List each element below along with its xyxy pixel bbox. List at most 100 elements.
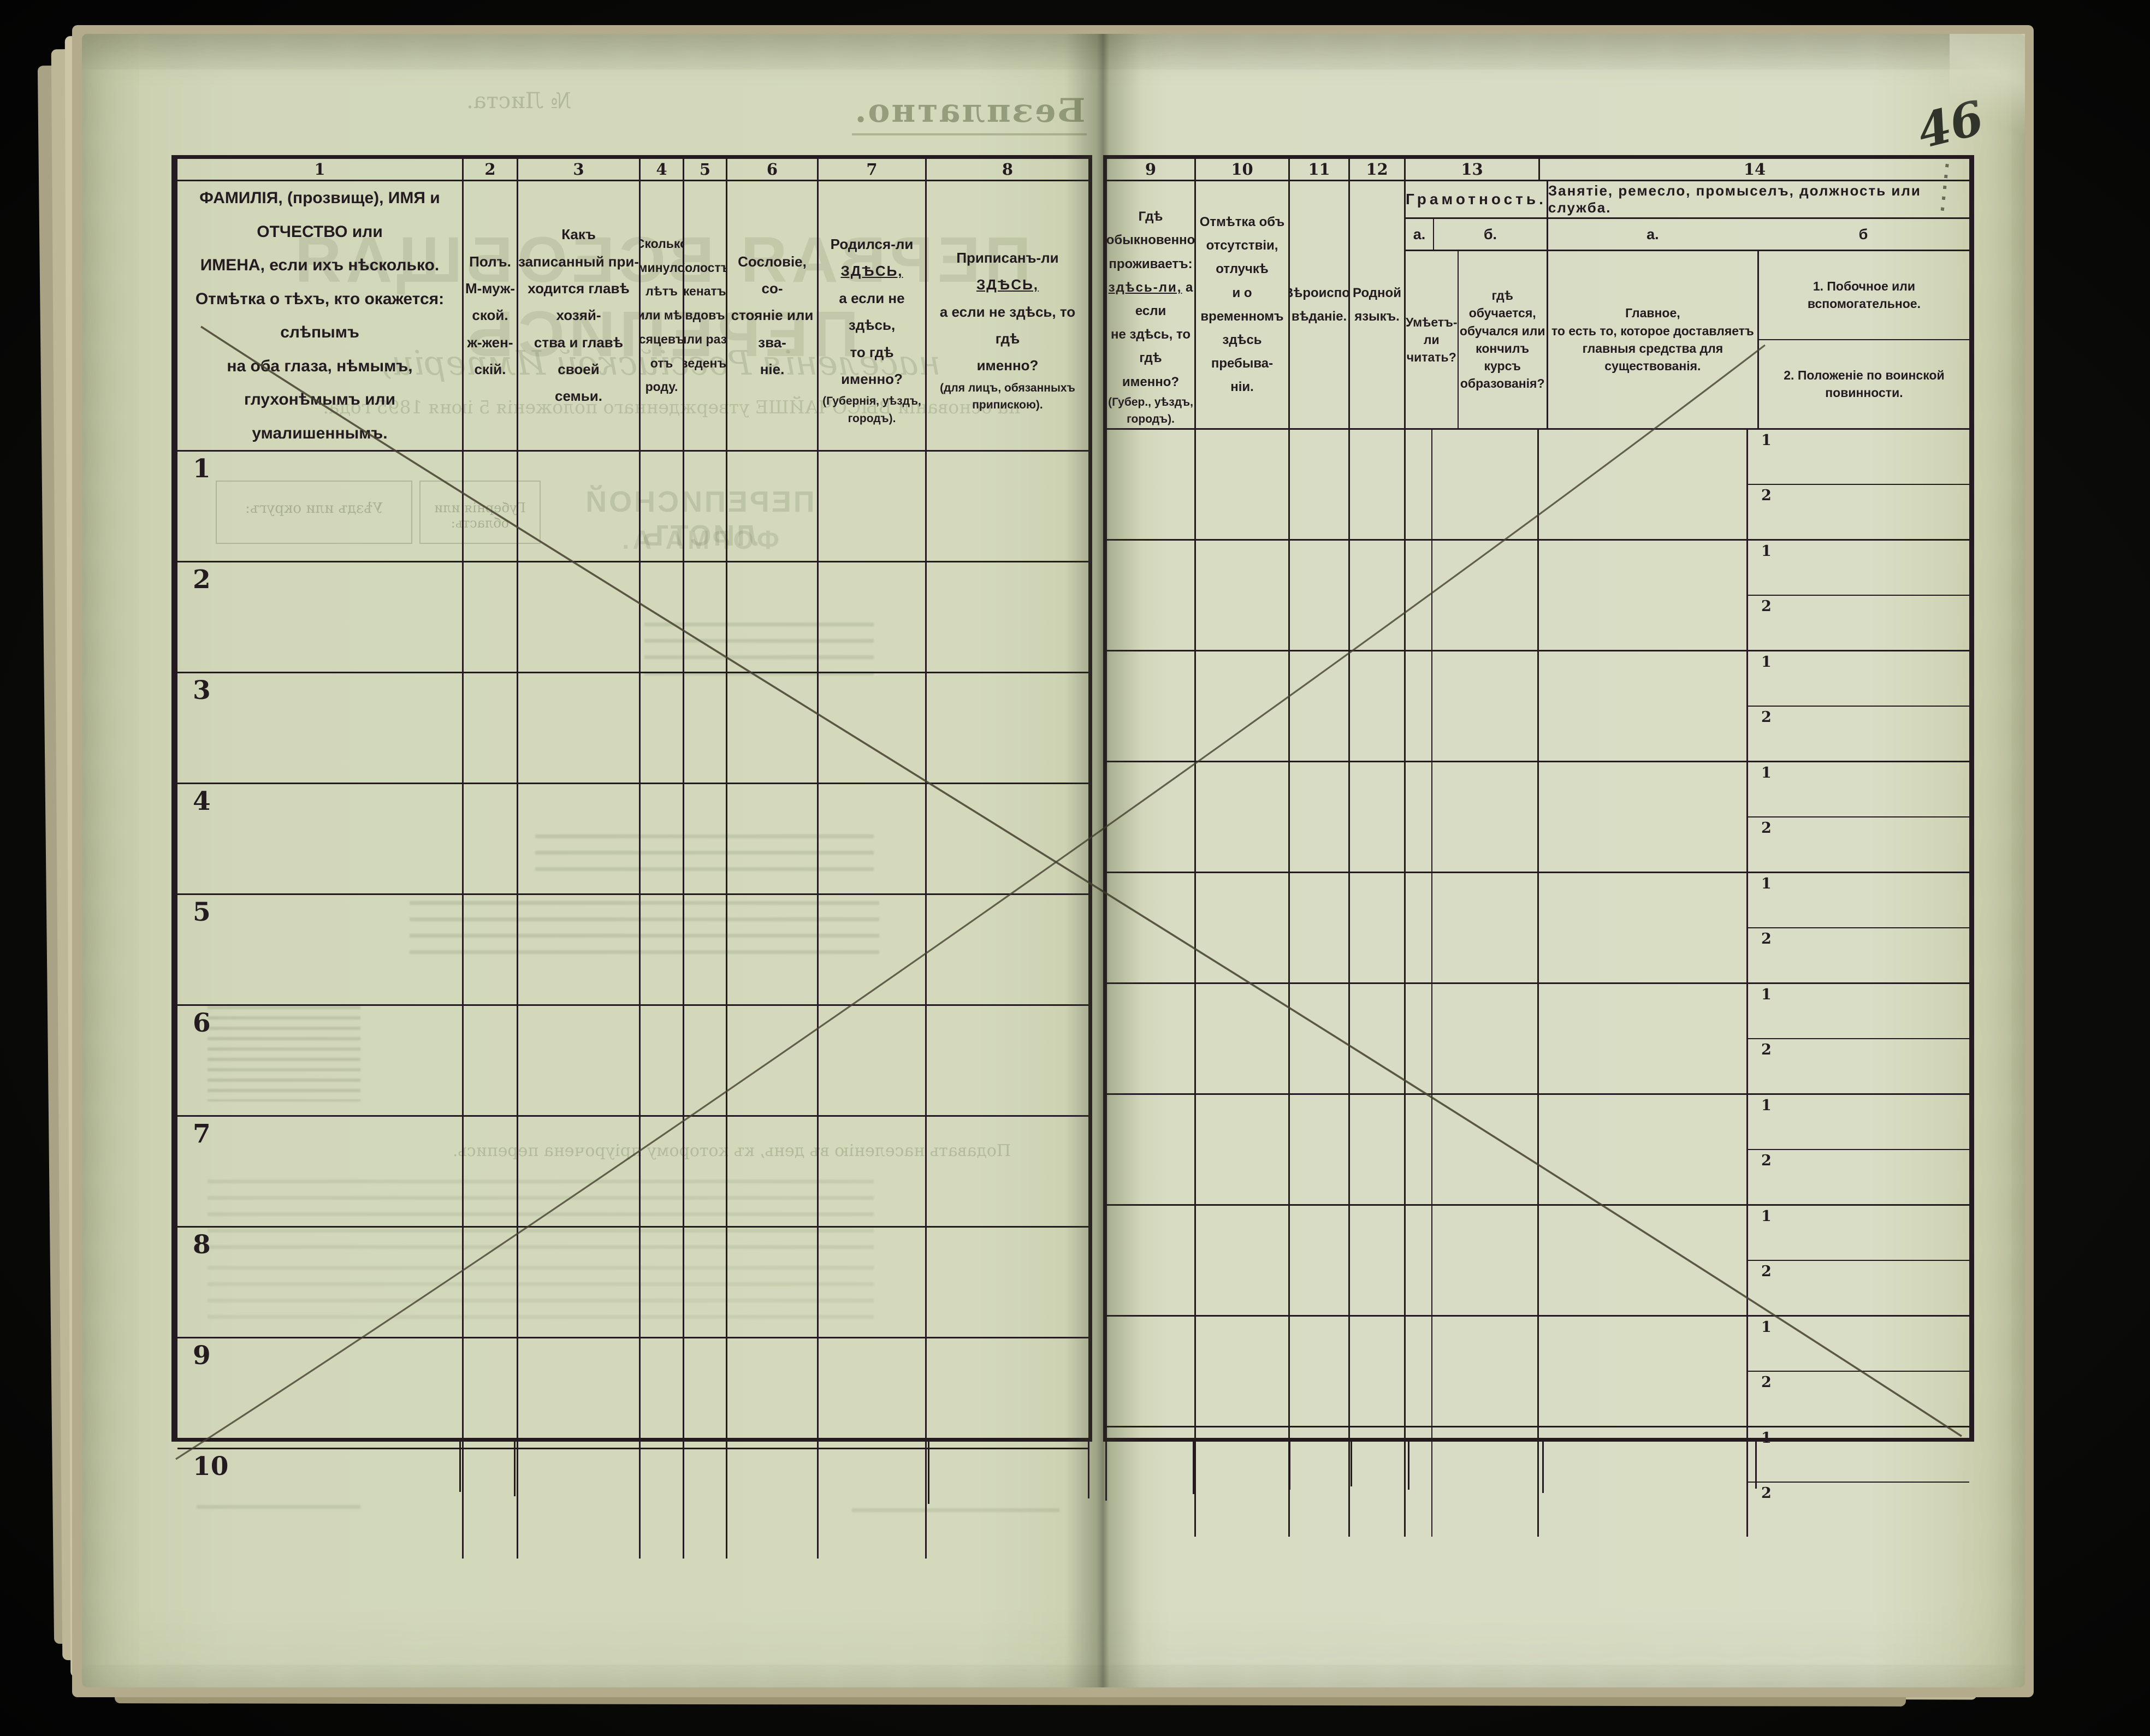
table-cell [1431,651,1537,761]
header-paren: (Губер., уѣздъ, городъ). [1108,395,1193,426]
row-number: 6 [193,1008,211,1038]
table-cell [1431,540,1537,650]
sub-cell: 1 [1748,430,1969,484]
table-cell [1404,540,1431,650]
table-row: 7 [177,1115,1088,1226]
table-cell [1288,1094,1348,1204]
table-cell: 6 [177,1006,462,1115]
table-cell [925,673,1088,783]
sub-cell: 1 [1748,762,1969,816]
census-table-right-page: 9 10 11 12 13 14 Гдѣ обыкновенно прожива… [1103,155,1974,1537]
header-text: Приписанъ-ли [956,249,1059,266]
table-cell [517,784,639,893]
table-cell [683,673,726,783]
sub-cell: 1 [1748,873,1969,927]
col-number: 10 [1194,159,1288,180]
table-cell [726,452,817,561]
col-number: 2 [462,159,517,180]
table-cell [517,1228,639,1337]
ghost-imprint [197,1505,360,1519]
table-cell: 4 [177,784,462,893]
col-number: 8 [925,159,1088,180]
table-cell [1107,1095,1194,1204]
table-cell [925,895,1088,1004]
table-cell [1288,1316,1348,1426]
table-cell [1107,873,1194,982]
rule-tail [928,1439,929,1504]
sublabel-a: а. [1413,226,1426,242]
table-cell [517,1117,639,1226]
table-cell [1107,1427,1194,1537]
table-cell: 2 [177,562,462,672]
table-cell [462,452,517,561]
table-cell [1431,762,1537,872]
table-cell [726,562,817,672]
row-number: 3 [193,676,211,706]
table-cell [462,1338,517,1448]
table-cell [683,562,726,672]
sub-cell: 2 [1748,1259,1969,1315]
rule-tail [817,1439,819,1501]
table-cell [462,673,517,783]
sub-row-number: 2 [1761,1263,1772,1280]
table-cell [1348,1316,1404,1426]
col-number: 3 [517,159,639,180]
table-cell [517,1338,639,1448]
rule-tail [1105,1439,1107,1501]
table-cell [1348,651,1404,761]
table-cell: 7 [177,1117,462,1226]
row-number: 5 [193,897,211,927]
sub-row-number: 1 [1761,986,1772,1003]
sub-row-number: 1 [1761,542,1772,560]
header-text-underlined: здѣсь-ли, [1108,280,1182,295]
table-cell [1348,1205,1404,1315]
ghost-free-of-charge: Безплатно. [852,92,1087,135]
table-cell [1194,540,1288,650]
table-cell [726,895,817,1004]
header-text: Гдѣ обыкновенно проживаетъ: [1107,209,1194,271]
table-cell [726,1228,817,1337]
table-cell [817,562,925,672]
table-cell [1288,762,1348,872]
rule-tail [459,1439,461,1492]
table-cell [683,1117,726,1226]
sub-row-number: 1 [1761,1318,1772,1336]
header-text: Родился-ли [830,236,914,253]
table-cell [517,1449,639,1559]
header-group-occupation: Занятіе, ремесло, промыселъ, должность и… [1546,181,1969,428]
table-cell [1107,1317,1194,1426]
table-cell [639,895,683,1004]
col-number: 5 [683,159,726,180]
table-cell [1194,1094,1288,1204]
table-cell [1431,1205,1537,1315]
table-cell [1404,1205,1431,1315]
sub-cell: 1 [1748,651,1969,706]
table-cell [462,1449,517,1559]
rule-tail [1542,1439,1544,1493]
table-cell: 5 [177,895,462,1004]
table-cell [1107,651,1194,761]
table-cell [726,673,817,783]
sub-row-number: 2 [1761,708,1772,726]
table-cell [1348,540,1404,650]
table-cell [1537,983,1746,1093]
sublabel-b: б [1858,226,1868,242]
sub-cell: 2 [1748,927,1969,982]
table-cell [1288,873,1348,982]
table-cell [639,1228,683,1337]
sub-row-number: 2 [1761,1484,1772,1502]
col-number: 13 [1404,159,1538,180]
header-military-status: 2. Положеніе по воинской повинности. [1758,339,1969,428]
table-cell [1431,983,1537,1093]
header-text: а если не здѣсь, то гдѣ именно? [839,289,905,387]
sub-cell: 1 [1748,984,1969,1038]
table-cell [1194,983,1288,1093]
table-cell [639,1006,683,1115]
table-cell [1107,430,1194,539]
table-cell [1288,983,1348,1093]
